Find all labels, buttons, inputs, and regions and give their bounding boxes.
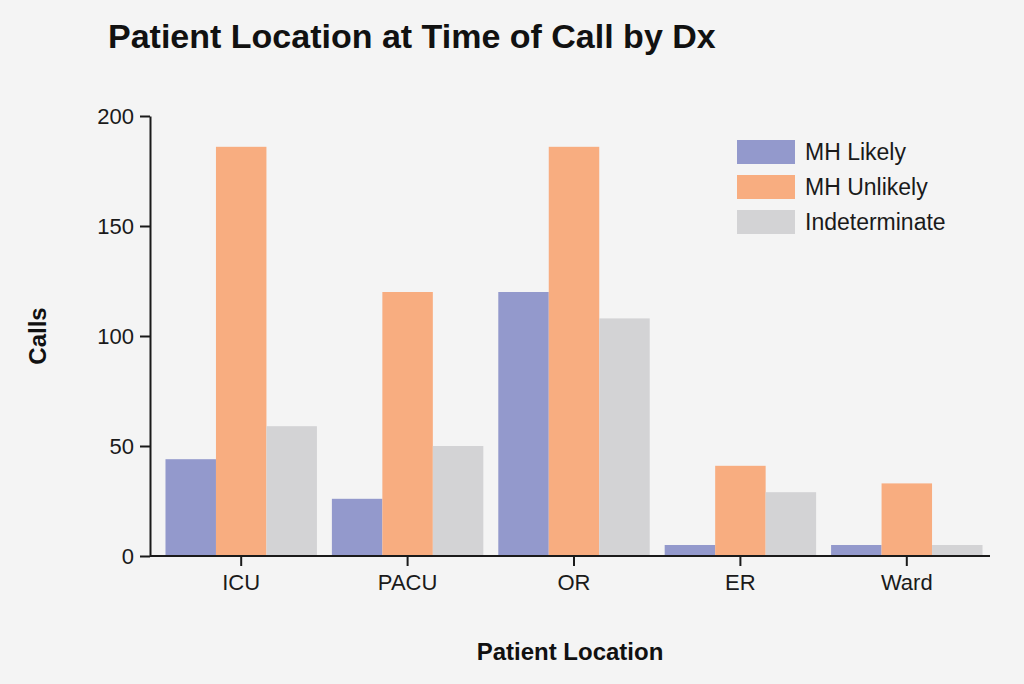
y-tick-label: 50 <box>110 434 134 459</box>
legend-swatch <box>737 175 795 199</box>
y-tick-mark <box>140 556 150 558</box>
y-tick: 150 <box>97 214 150 239</box>
x-tick-label: Ward <box>881 570 933 595</box>
x-tick-mark <box>240 556 242 566</box>
x-axis-line <box>150 555 990 557</box>
y-tick: 50 <box>110 434 150 459</box>
y-tick-label: 150 <box>97 214 134 239</box>
legend-label: MH Likely <box>805 139 906 165</box>
title: Patient Location at Time of Call by Dx <box>108 17 716 55</box>
legend: MH Likely MH Unlikely Indeterminate <box>737 139 946 235</box>
y-tick-mark <box>140 116 150 118</box>
bar <box>715 466 765 556</box>
y-tick-mark <box>140 226 150 228</box>
x-tick-mark <box>407 556 409 566</box>
legend-label: Indeterminate <box>805 209 946 235</box>
y-tick-label: 200 <box>97 104 134 129</box>
y-tick-mark <box>140 446 150 448</box>
x-tick: OR <box>558 556 591 595</box>
bar <box>665 545 715 556</box>
bars <box>165 147 982 556</box>
bar <box>332 499 382 556</box>
x-tick: ICU <box>222 556 260 595</box>
bar <box>216 147 266 556</box>
x-tick-mark <box>573 556 575 566</box>
bar <box>599 318 649 556</box>
x-tick: ER <box>725 556 756 595</box>
y-tick: 100 <box>97 324 150 349</box>
bar <box>266 426 316 556</box>
background <box>0 0 1024 684</box>
bar <box>382 292 432 556</box>
x-tick-mark <box>906 556 908 566</box>
y-tick-label: 100 <box>97 324 134 349</box>
bar <box>549 147 599 556</box>
y-tick-mark <box>140 336 150 338</box>
bar <box>433 446 483 556</box>
x-tick-label: PACU <box>378 570 438 595</box>
x-tick-label: ER <box>725 570 756 595</box>
y-axis: 0 50 100 150 200 <box>97 104 150 569</box>
x-tick-label: OR <box>558 570 591 595</box>
legend-swatch <box>737 140 795 164</box>
bar <box>882 483 932 556</box>
bar <box>932 545 982 556</box>
bar <box>766 492 816 556</box>
legend-swatch <box>737 210 795 234</box>
bar <box>498 292 548 556</box>
y-tick: 200 <box>97 104 150 129</box>
x-tick: PACU <box>378 556 438 595</box>
x-tick: Ward <box>881 556 933 595</box>
x-tick-mark <box>739 556 741 566</box>
x-axis: ICU PACU OR ER Ward <box>150 556 990 595</box>
y-tick: 0 <box>122 544 150 569</box>
legend-label: MH Unlikely <box>805 174 928 200</box>
x-tick-label: ICU <box>222 570 260 595</box>
y-tick-label: 0 <box>122 544 134 569</box>
x-axis-title: Patient Location <box>477 638 664 665</box>
y-axis-title: Calls <box>24 307 51 364</box>
bar <box>831 545 881 556</box>
bar <box>165 459 215 556</box>
chart: Patient Location at Time of Call by Dx 0 5… <box>0 0 1024 684</box>
